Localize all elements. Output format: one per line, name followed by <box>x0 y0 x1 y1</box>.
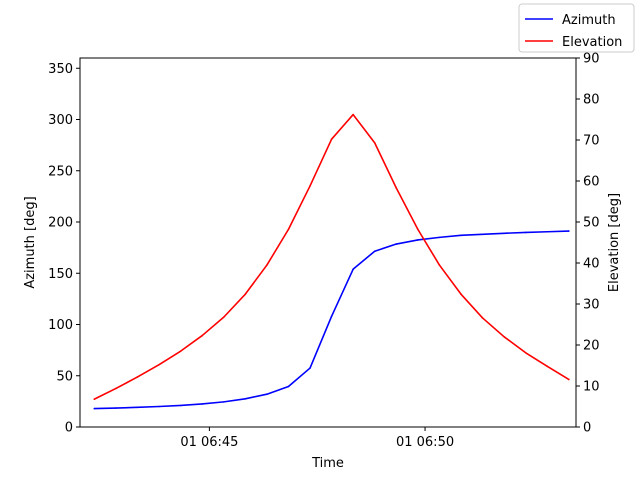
azimuth-point <box>568 230 570 232</box>
left-y-tick-label: 300 <box>48 113 73 128</box>
azimuth-point <box>136 406 139 409</box>
elevation-point <box>222 316 225 318</box>
right-y-tick-label: 40 <box>583 257 600 272</box>
right-y-tick-label: 0 <box>583 421 591 436</box>
elevation-point <box>373 142 376 144</box>
elevation-point <box>546 365 549 368</box>
x-axis: 01 06:45 01 06:50 <box>180 427 454 450</box>
right-y-tick-label: 80 <box>583 93 600 108</box>
legend-box <box>518 3 635 53</box>
left-y-tick-label: 50 <box>56 369 73 384</box>
elevation-point <box>417 228 419 231</box>
azimuth-point <box>460 234 462 237</box>
legend-label-elevation: Elevation <box>562 35 622 50</box>
series-layer <box>93 113 570 410</box>
elevation-point <box>503 336 505 338</box>
azimuth-point <box>438 236 441 239</box>
elevation-point <box>179 350 182 352</box>
right-y-tick-label: 90 <box>583 52 600 67</box>
right-y-tick-label: 60 <box>583 175 600 190</box>
azimuth-point <box>244 398 247 400</box>
azimuth-point <box>373 250 376 253</box>
elevation-point <box>115 387 117 390</box>
left-y-axis-label: Azimuth [deg] <box>23 196 38 288</box>
right-y-axis-label: Elevation [deg] <box>607 193 622 292</box>
elevation-point <box>481 317 484 319</box>
right-y-tick-label: 10 <box>583 380 600 395</box>
plot-frame <box>79 57 577 428</box>
right-y-tick-label: 30 <box>583 298 600 313</box>
azimuth-point <box>330 315 333 318</box>
left-y-tick-label: 200 <box>48 216 73 231</box>
elevation-point <box>93 398 96 400</box>
x-tick-label: 01 06:45 <box>180 435 238 450</box>
elevation-point <box>352 113 354 116</box>
azimuth-point <box>352 268 354 270</box>
x-axis-label: Time <box>311 456 344 471</box>
right-y-tick-label: 50 <box>583 216 600 231</box>
elevation-point <box>438 264 441 266</box>
azimuth-point <box>158 405 160 408</box>
right-y-tick-label: 70 <box>583 134 600 149</box>
elevation-point <box>460 293 462 295</box>
elevation-point <box>244 293 247 295</box>
elevation-point <box>287 228 290 231</box>
legend-label-azimuth: Azimuth <box>562 13 616 28</box>
azimuth-point <box>309 367 311 369</box>
azimuth-point <box>417 239 419 241</box>
legend: Azimuth Elevation <box>518 3 635 53</box>
left-y-tick-label: 350 <box>48 62 73 77</box>
elevation-point <box>201 334 203 337</box>
elevation-point <box>309 185 311 187</box>
azimuth-point <box>115 407 117 409</box>
elevation-point <box>266 264 268 266</box>
azimuth-point <box>222 401 225 403</box>
azimuth-point <box>546 230 549 233</box>
right-y-tick-label: 20 <box>583 339 600 354</box>
azimuth-point <box>395 243 398 245</box>
elevation-point <box>136 376 139 378</box>
azimuth-point <box>266 393 268 396</box>
elevation-point <box>568 378 570 381</box>
azimuth-point <box>287 385 290 388</box>
elevation-point <box>524 351 527 354</box>
left-y-axis: 0 50 100 150 200 250 300 350 <box>48 62 80 436</box>
left-y-tick-label: 100 <box>48 318 73 333</box>
azimuth-point <box>179 404 182 407</box>
elevation-point <box>158 363 160 366</box>
azimuth-point <box>201 403 203 405</box>
x-tick-label: 01 06:50 <box>396 435 454 450</box>
plot-border <box>79 57 577 428</box>
azimuth-point <box>481 233 484 236</box>
azimuth-line <box>93 230 570 410</box>
left-y-tick-label: 150 <box>48 267 73 282</box>
left-y-tick-label: 0 <box>65 421 73 436</box>
elevation-line <box>93 113 570 400</box>
azimuth-point <box>93 407 96 410</box>
elevation-point <box>330 138 333 140</box>
left-y-tick-label: 250 <box>48 164 73 179</box>
azimuth-point <box>524 231 527 234</box>
azimuth-point <box>503 232 505 235</box>
elevation-point <box>395 187 398 189</box>
right-y-axis: 0 10 20 30 40 50 60 70 80 90 <box>576 52 600 436</box>
